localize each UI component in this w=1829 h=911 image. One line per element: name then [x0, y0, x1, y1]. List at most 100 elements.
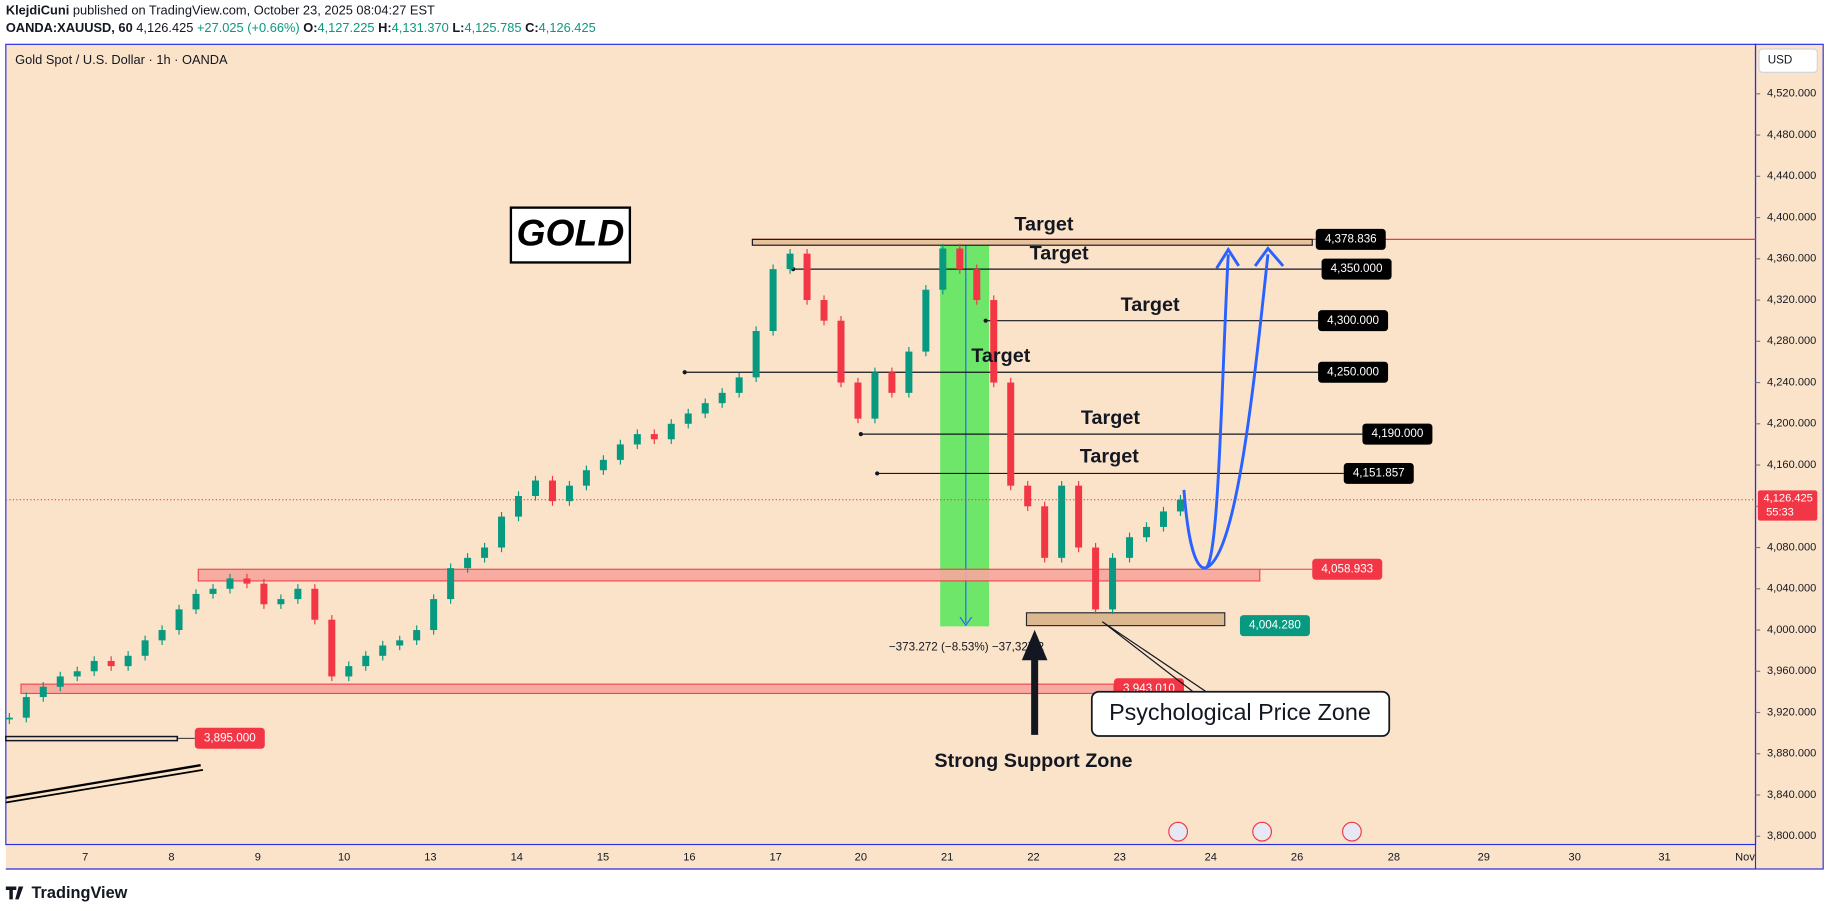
candle [820, 300, 828, 321]
x-tick-label: 10 [338, 851, 350, 863]
candle [447, 568, 455, 600]
y-tick-label: 3,920.000 [1767, 706, 1816, 718]
low: 4,125.785 [464, 21, 521, 36]
high: 4,131.370 [392, 21, 449, 36]
current-price-box [1757, 490, 1818, 521]
candle [362, 655, 370, 667]
level-zone [20, 683, 1115, 695]
level-zone [197, 568, 1261, 582]
projection-arrow [1215, 246, 1241, 270]
candle [90, 660, 98, 672]
candle [956, 248, 964, 270]
candle [888, 372, 896, 393]
projection-arrow [1253, 246, 1285, 267]
candle [294, 588, 302, 600]
candle [1058, 485, 1066, 558]
candle [226, 578, 234, 589]
level-anchor [858, 432, 863, 437]
levels: 4,378.836 4,350.000 4,300.000 4,250.000 4,19… [5, 228, 1756, 749]
level-box [751, 238, 1313, 246]
level-label: 4,058.933 [1321, 562, 1373, 575]
candle [464, 557, 472, 569]
callout-box [1090, 690, 1391, 737]
x-tick-label: 16 [683, 851, 695, 863]
candle [684, 413, 692, 424]
level-label-box [1343, 462, 1414, 484]
x-tick-label: 13 [424, 851, 436, 863]
candle [209, 588, 217, 594]
level-label-box [1239, 615, 1310, 637]
candle [1176, 499, 1184, 512]
y-tick-label: 4,360.000 [1767, 253, 1816, 265]
candle [667, 423, 675, 440]
candle [565, 485, 573, 502]
support-arrow [1021, 629, 1048, 735]
x-tick-label: 30 [1569, 851, 1581, 863]
candle [633, 434, 641, 445]
price-axis-border [1754, 43, 1824, 870]
x-tick-label: 23 [1114, 851, 1126, 863]
level-label-box [1362, 423, 1433, 445]
x-tick-label: 9 [255, 851, 261, 863]
candle [650, 434, 658, 440]
candle [345, 666, 353, 677]
x-tick-label: 7 [82, 851, 88, 863]
y-tick-label: 4,200.000 [1767, 418, 1816, 430]
x-tick-label: 24 [1205, 851, 1217, 863]
brand-logo [5, 886, 24, 900]
target-label: Target [1081, 407, 1140, 429]
x-tick-label: 14 [511, 851, 523, 863]
open: 4,127.225 [317, 21, 374, 36]
candle [498, 516, 506, 548]
high-label: H: [378, 21, 392, 36]
y-tick-label: 4,440.000 [1767, 170, 1816, 182]
y-tick-label: 4,480.000 [1767, 129, 1816, 141]
currency: USD [1768, 54, 1793, 67]
currency-box [1758, 48, 1818, 73]
target-label: Target [1030, 243, 1089, 265]
candle [752, 330, 760, 378]
measure-label: −373.272 (−8.53%) −37,327.2 [889, 640, 1044, 653]
candle [1126, 537, 1134, 558]
candle [718, 392, 726, 404]
support-label: Strong Support Zone [934, 750, 1132, 772]
y-tick-label: 3,880.000 [1767, 748, 1816, 760]
level-label-box [1312, 558, 1383, 580]
x-tick-label: 26 [1291, 851, 1303, 863]
candle [548, 480, 556, 502]
candle [39, 686, 47, 698]
candle [413, 630, 421, 641]
level-anchor [983, 318, 988, 323]
level-label-box [1321, 258, 1392, 280]
last: 4,126.425 [136, 21, 193, 36]
candle [990, 300, 998, 383]
x-tick-label: 15 [597, 851, 609, 863]
candle [735, 377, 743, 393]
level-label-box [1318, 310, 1389, 332]
close-label: C: [525, 21, 539, 36]
level-label: 4,378.836 [1325, 232, 1377, 245]
y-tick-label: 4,000.000 [1767, 624, 1816, 636]
candle [311, 588, 319, 620]
y-tick-label: 4,520.000 [1767, 88, 1816, 100]
candle [124, 655, 132, 667]
projection-curve [1182, 254, 1230, 570]
candle [905, 351, 913, 393]
y-tick-label: 3,800.000 [1767, 830, 1816, 842]
y-tick-label: 4,080.000 [1767, 541, 1816, 553]
countdown: 55:33 [1766, 506, 1794, 518]
target-label: Target [1014, 213, 1073, 235]
chart-background [5, 44, 1824, 870]
candle [107, 660, 115, 667]
symbol: OANDA:XAUUSD, 60 [6, 21, 133, 36]
close: 4,126.425 [539, 21, 596, 36]
candle [192, 593, 200, 610]
level-label-box [194, 727, 265, 749]
y-tick-label: 4,040.000 [1767, 583, 1816, 595]
y-tick-label: 4,280.000 [1767, 335, 1816, 347]
event-icon [1342, 821, 1362, 842]
published: published on TradingView.com, October 23… [73, 3, 435, 18]
x-tick-label: 22 [1027, 851, 1039, 863]
candle [1024, 485, 1032, 507]
candle [939, 248, 947, 290]
